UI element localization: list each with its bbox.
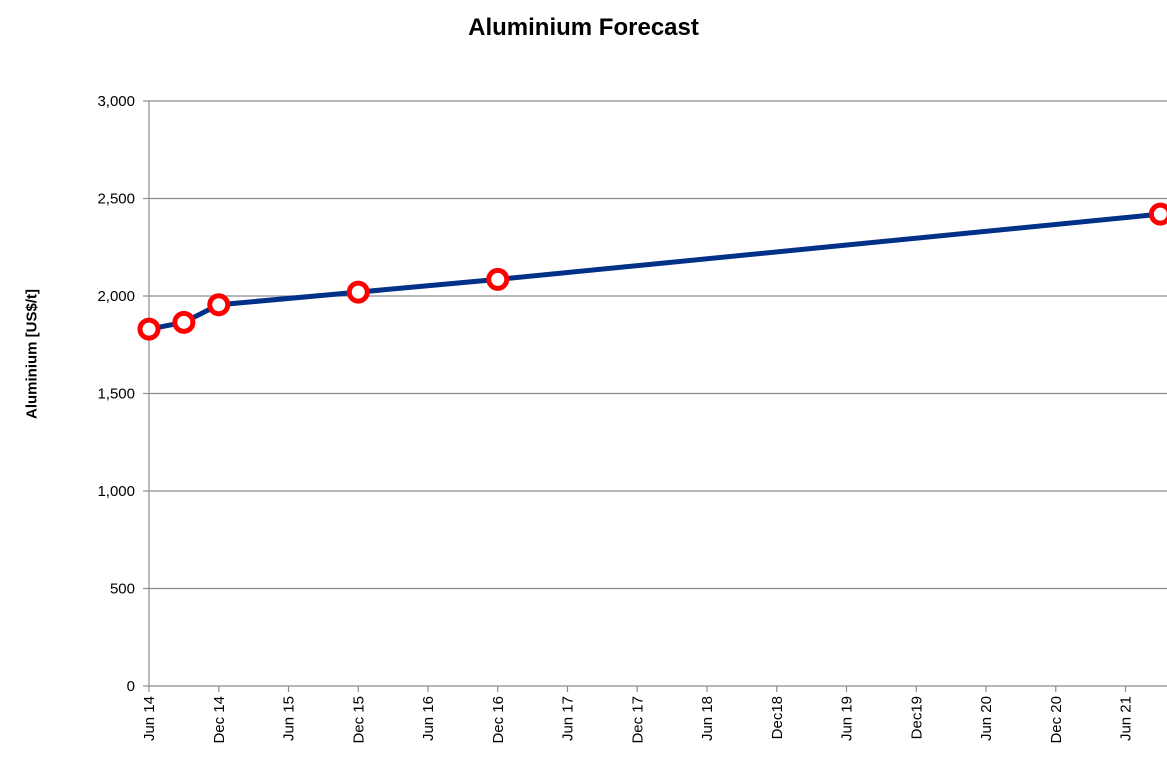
x-tick-label: Dec19	[908, 696, 925, 739]
series-layer	[137, 202, 1167, 341]
data-point	[137, 317, 161, 341]
x-tick-label: Dec 15	[350, 696, 367, 744]
data-point	[207, 293, 231, 317]
x-axis-ticks: Jun 14 Dec 14 Jun 15 Dec 15 Jun 16 Dec 16 Jun …	[141, 686, 1135, 744]
x-tick-label: Jun 17	[560, 696, 577, 741]
x-tick-label: Dec 16	[490, 696, 507, 744]
gridlines	[148, 100, 1167, 687]
x-tick-label: Dec 20	[1048, 696, 1065, 744]
data-point	[346, 280, 370, 304]
x-tick-label: Jun 19	[839, 696, 856, 741]
y-tick-label: 3,000	[97, 93, 135, 110]
x-tick-label: Jun 14	[141, 696, 158, 741]
x-tick-label: Dec18	[769, 696, 786, 739]
data-point	[172, 310, 196, 334]
y-tick-label: 0	[127, 678, 135, 695]
data-point	[486, 267, 510, 291]
x-tick-label: Jun 16	[420, 696, 437, 741]
chart-title: Aluminium Forecast	[468, 14, 699, 41]
y-axis-ticks: 0 500 1,000 1,500 2,000 2,500 3,000	[97, 93, 149, 695]
x-tick-label: Jun 21	[1118, 696, 1135, 741]
x-tick-label: Dec 14	[211, 696, 228, 744]
data-point	[1148, 202, 1167, 226]
x-tick-label: Dec 17	[629, 696, 646, 744]
x-tick-label: Jun 15	[281, 696, 298, 741]
y-tick-label: 2,500	[97, 191, 135, 208]
y-tick-label: 1,000	[97, 483, 135, 500]
y-tick-label: 500	[110, 581, 135, 598]
y-tick-label: 2,000	[97, 288, 135, 305]
x-tick-label: Jun 20	[978, 696, 995, 741]
series-line	[146, 211, 1163, 332]
y-tick-label: 1,500	[97, 386, 135, 403]
x-tick-label: Jun 18	[699, 696, 716, 741]
